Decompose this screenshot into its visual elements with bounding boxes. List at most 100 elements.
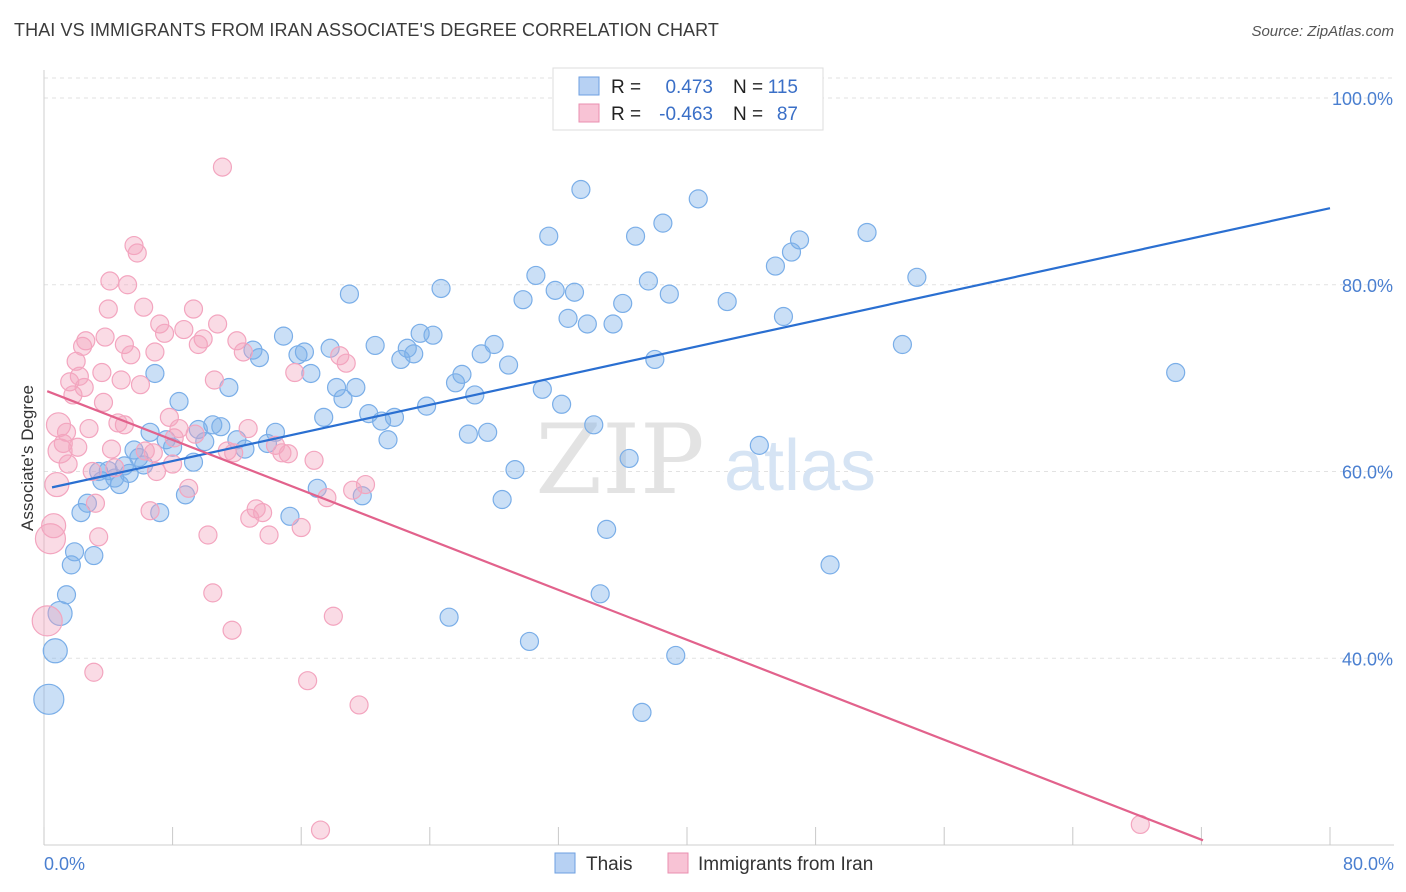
thais-point <box>513 290 533 310</box>
trend-lines <box>46 207 1331 842</box>
iran-point <box>253 502 273 523</box>
iran-point <box>41 513 67 539</box>
iran-point <box>298 671 318 691</box>
thais-point <box>326 377 347 398</box>
thais-point <box>145 363 165 384</box>
iran-point <box>114 334 134 355</box>
thais-point <box>603 314 623 334</box>
thais-point <box>294 342 315 362</box>
thais-point <box>71 502 91 523</box>
stats-r-label-iran: R = <box>611 104 641 125</box>
iran-point <box>355 474 376 495</box>
thais-point <box>478 422 498 442</box>
stats-n-label-thais: N = <box>733 77 763 98</box>
thais-point <box>505 460 525 480</box>
y-tick-label: 40.0% <box>1342 649 1393 669</box>
thais-point <box>1166 362 1186 383</box>
thais-point <box>532 379 552 399</box>
thais-point <box>352 486 372 506</box>
iran-point <box>111 370 131 390</box>
thais-point <box>749 435 769 455</box>
iran-point <box>68 437 88 457</box>
thais-point <box>365 335 385 356</box>
thais-point <box>519 631 540 652</box>
thais-point <box>773 306 794 327</box>
iran-point <box>85 493 106 513</box>
thais-point <box>484 334 504 355</box>
thais-point <box>577 314 597 334</box>
thais-point <box>458 424 478 444</box>
iran-point <box>238 418 258 439</box>
iran-point <box>53 433 73 454</box>
legend: Thais Immigrants from Iran <box>554 852 873 875</box>
thais-point <box>56 585 77 605</box>
thais-point <box>169 391 189 412</box>
thais-point <box>273 326 294 346</box>
thais-point <box>688 189 708 209</box>
thais-point <box>857 222 877 243</box>
iran-point <box>222 620 242 640</box>
iran-point <box>349 695 369 715</box>
iran-point <box>84 662 104 682</box>
iran-point <box>193 329 213 349</box>
stats-r-value-iran: -0.463 <box>659 104 713 125</box>
stats-box: R = 0.473 N = 115 R = -0.463 N = 87 <box>552 67 824 131</box>
iran-point <box>58 454 78 474</box>
thais-point <box>471 344 491 364</box>
stats-n-value-thais: 115 <box>768 77 798 98</box>
stats-n-value-iran: 87 <box>777 104 798 125</box>
iran-point <box>98 299 118 319</box>
stats-r-label-thais: R = <box>611 77 641 98</box>
iran-point <box>134 297 154 317</box>
iran-point <box>130 375 151 395</box>
axes <box>43 70 1394 846</box>
thais-point <box>638 271 659 291</box>
thais-point <box>320 338 340 358</box>
thais-point <box>645 349 665 370</box>
x-tick-label-max: 80.0% <box>1343 854 1394 874</box>
thais-point <box>717 291 737 312</box>
chart-title: THAI VS IMMIGRANTS FROM IRAN ASSOCIATE'S… <box>14 20 720 40</box>
thais-point <box>378 430 398 450</box>
iran-point <box>183 299 204 319</box>
thais-point <box>42 638 68 664</box>
thais-point <box>892 334 913 355</box>
iran-point <box>89 527 109 547</box>
thais-point <box>619 448 639 469</box>
iran-point <box>330 346 350 366</box>
thais-point <box>77 493 98 513</box>
iran-point <box>72 336 93 356</box>
iran-point <box>101 439 122 459</box>
iran-point <box>95 327 115 347</box>
thais-point <box>333 389 353 409</box>
iran-point <box>100 271 120 291</box>
iran-point <box>45 412 72 438</box>
iran-point <box>93 392 114 413</box>
thais-point <box>431 278 451 299</box>
iran-point <box>198 525 218 545</box>
stats-swatch-iran <box>578 103 600 123</box>
legend-swatch-iran <box>667 852 689 874</box>
y-tick-label: 80.0% <box>1342 276 1393 296</box>
iran-point <box>310 820 331 840</box>
thais-point <box>150 502 170 523</box>
iran-point <box>212 157 233 177</box>
iran-point <box>145 342 165 362</box>
thais-point <box>571 179 591 200</box>
iran-point <box>82 461 102 482</box>
thais-point <box>666 645 686 666</box>
thais-point <box>907 267 927 287</box>
iran-point <box>233 342 253 362</box>
iran-point <box>150 314 170 334</box>
iran-point <box>179 478 199 498</box>
watermark-atlas: atlas <box>724 426 876 506</box>
thais-point <box>653 213 673 233</box>
thais-point <box>545 280 565 300</box>
y-axis-title: Associate's Degree <box>18 385 37 531</box>
iran-point <box>140 501 160 521</box>
thais-point <box>552 394 572 414</box>
thais-point <box>404 344 424 364</box>
thais-point <box>423 325 443 345</box>
iran-point <box>121 345 141 365</box>
thais-point <box>789 230 810 250</box>
